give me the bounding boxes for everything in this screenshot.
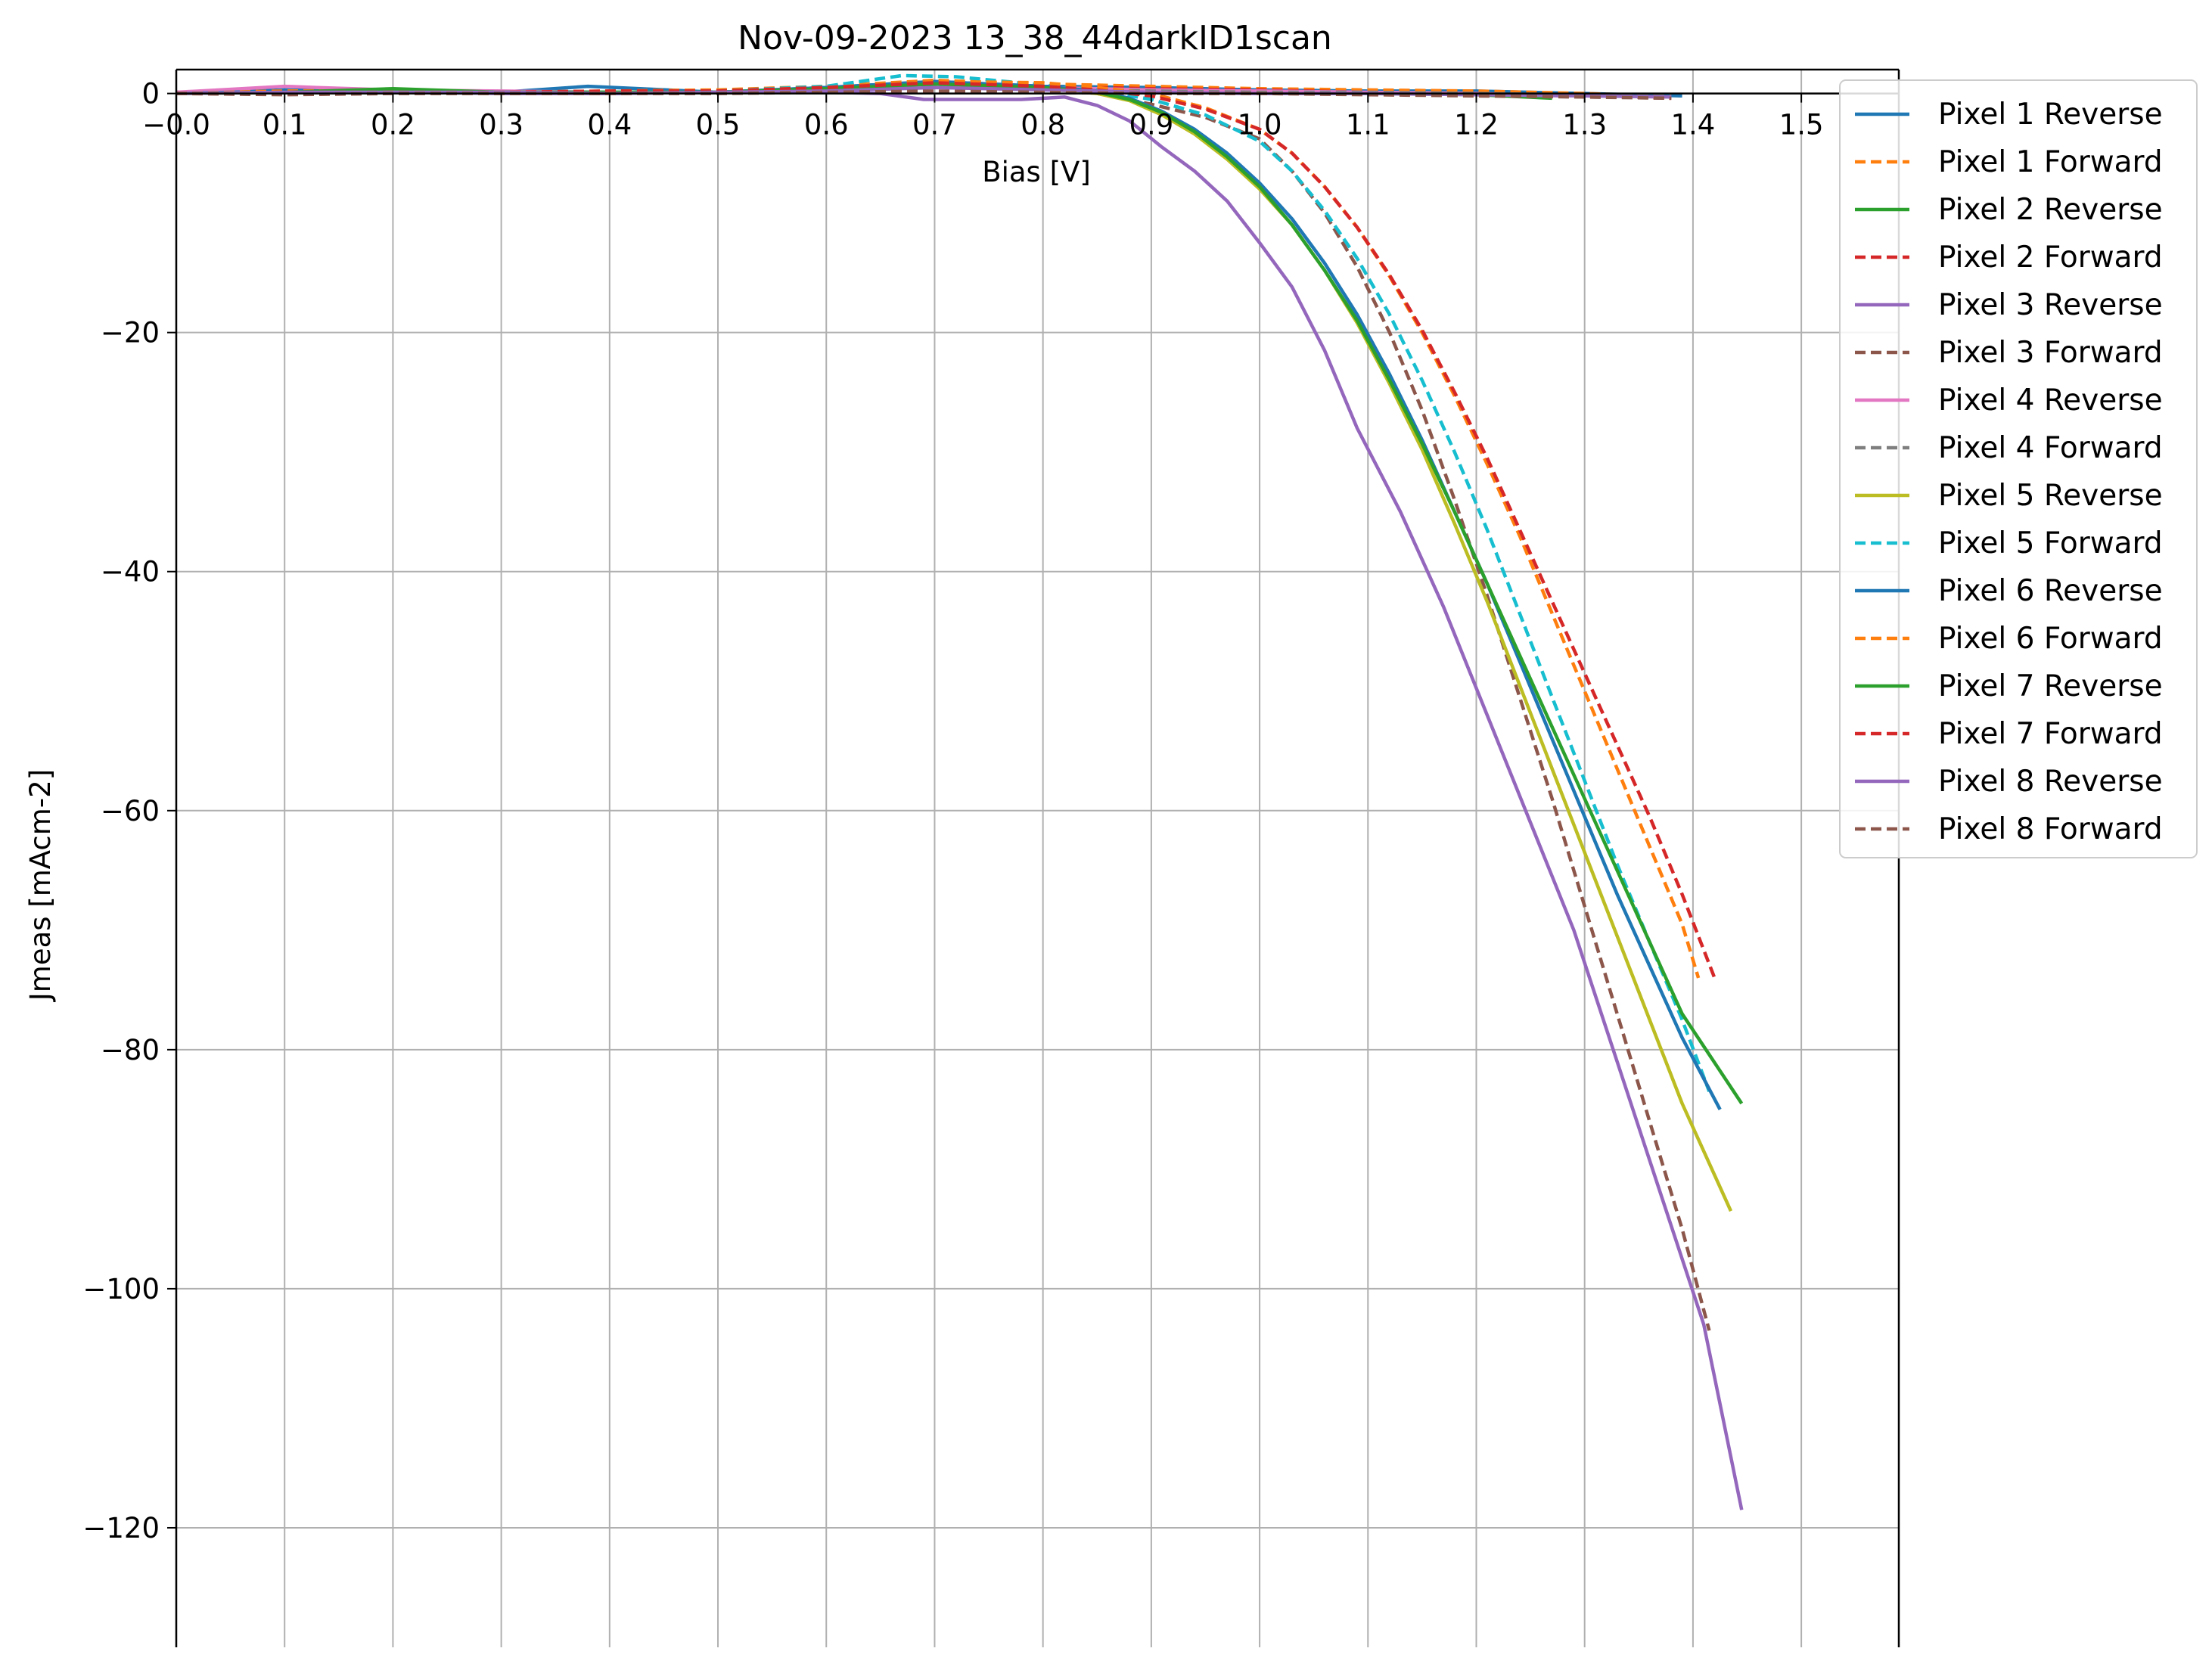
y-tick-label: −60: [101, 795, 160, 827]
x-tick-label: 1.4: [1670, 109, 1715, 141]
legend-label: Pixel 7 Forward: [1938, 717, 2163, 751]
x-tick-label: 1.0: [1238, 109, 1282, 141]
legend-label: Pixel 8 Reverse: [1938, 765, 2163, 799]
x-tick-label: 0.9: [1129, 109, 1173, 141]
legend-label: Pixel 4 Forward: [1938, 431, 2163, 465]
legend-label: Pixel 1 Forward: [1938, 145, 2163, 179]
series-line-10: [176, 73, 1711, 1092]
x-tick-label: 1.2: [1454, 109, 1499, 141]
series-line-2: [176, 78, 1661, 98]
legend-label: Pixel 6 Reverse: [1938, 574, 2163, 608]
x-tick-label: −0.0: [142, 109, 210, 141]
y-tick-label: −20: [101, 317, 160, 349]
x-tick-label: 1.3: [1562, 109, 1607, 141]
legend-label: Pixel 4 Reverse: [1938, 383, 2163, 418]
x-axis-label: Bias [V]: [982, 156, 1091, 188]
x-tick-label: 0.4: [587, 109, 632, 141]
y-tick-label: −120: [82, 1512, 160, 1544]
y-tick-label: 0: [141, 78, 160, 110]
x-tick-label: 1.5: [1779, 109, 1824, 141]
y-axis-label: Jmeas [mAcm-2]: [24, 769, 57, 1002]
x-tick-label: 0.5: [696, 109, 741, 141]
grid-layer: [176, 70, 1899, 1647]
x-tick-label: 0.7: [912, 109, 957, 141]
series-line-14: [176, 81, 1716, 979]
x-tick-label: 0.1: [263, 109, 307, 141]
legend-label: Pixel 3 Forward: [1938, 336, 2163, 370]
x-tick-label: 0.3: [479, 109, 523, 141]
legend-label: Pixel 7 Reverse: [1938, 669, 2163, 703]
legend-label: Pixel 1 Reverse: [1938, 98, 2163, 132]
legend-label: Pixel 8 Forward: [1938, 812, 2163, 846]
legend-label: Pixel 2 Forward: [1938, 241, 2163, 275]
tick-label-layer: −0.0 0.1 0.2 0.3 0.4 0.5 0.6 0.7 0.8 0.9 1.0 1.1 1.2…: [82, 78, 1823, 1544]
legend-label: Pixel 6 Forward: [1938, 622, 2163, 656]
x-tick-label: 0.2: [371, 109, 415, 141]
legend-label: Pixel 5 Forward: [1938, 526, 2163, 560]
legend: Pixel 1 Reverse Pixel 1 Forward Pixel 2 Re…: [1839, 79, 2198, 858]
y-tick-label: −80: [101, 1034, 160, 1066]
x-tick-label: 1.1: [1346, 109, 1390, 141]
y-tick-label: −40: [101, 556, 160, 588]
series-layer: [176, 73, 1744, 1510]
legend-frame: [1839, 79, 2198, 858]
legend-label: Pixel 3 Reverse: [1938, 288, 2163, 322]
legend-label: Pixel 2 Reverse: [1938, 193, 2163, 227]
y-tick-label: −100: [82, 1273, 160, 1305]
chart-title: Nov-09-2023 13_38_44darkID1scan: [738, 19, 1332, 57]
series-line-16: [176, 89, 1672, 101]
x-tick-label: 0.6: [804, 109, 849, 141]
legend-label: Pixel 5 Reverse: [1938, 479, 2163, 513]
x-tick-label: 0.8: [1021, 109, 1065, 141]
